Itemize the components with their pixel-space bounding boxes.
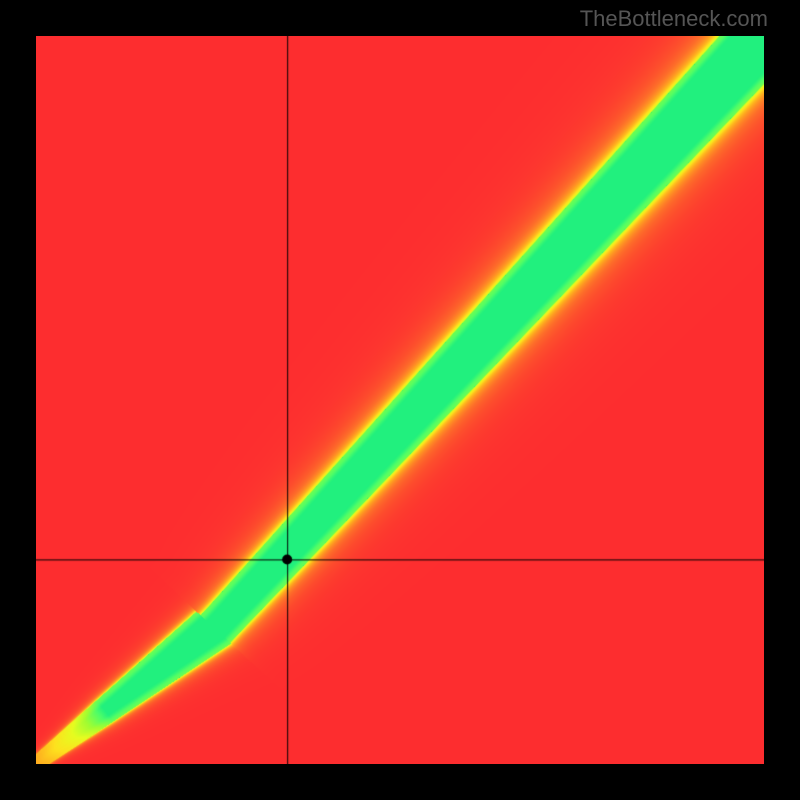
watermark: TheBottleneck.com	[580, 6, 768, 32]
heatmap-plot	[36, 36, 764, 764]
heatmap-canvas	[36, 36, 764, 764]
